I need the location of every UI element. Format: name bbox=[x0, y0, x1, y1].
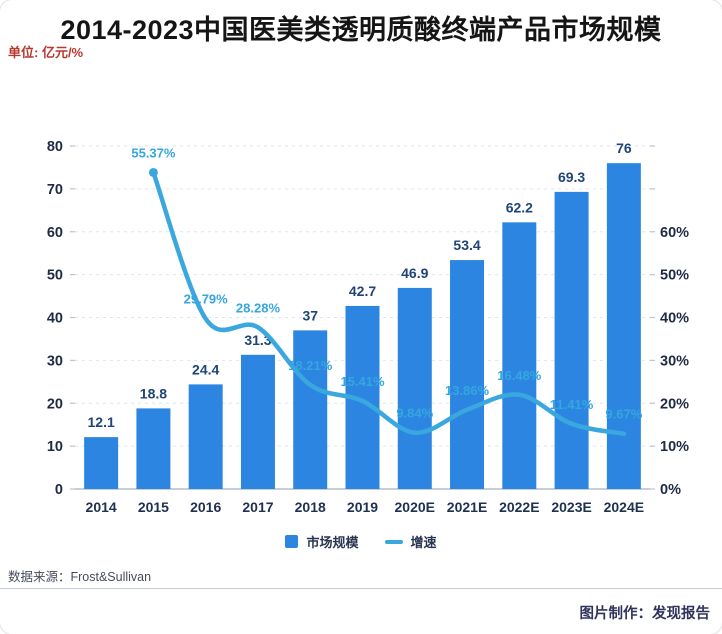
svg-text:24.4: 24.4 bbox=[192, 361, 219, 377]
svg-text:0: 0 bbox=[55, 482, 63, 498]
svg-text:12.1: 12.1 bbox=[88, 414, 115, 430]
svg-text:10%: 10% bbox=[660, 439, 689, 455]
legend-label-market-size: 市场规模 bbox=[306, 535, 359, 550]
svg-text:62.2: 62.2 bbox=[506, 199, 533, 215]
svg-text:2024E: 2024E bbox=[604, 499, 644, 515]
svg-text:2016: 2016 bbox=[190, 499, 221, 515]
chart-legend: 市场规模 增速 bbox=[0, 532, 722, 551]
svg-text:30%: 30% bbox=[660, 353, 689, 369]
svg-text:60%: 60% bbox=[660, 225, 689, 241]
svg-text:37: 37 bbox=[302, 307, 318, 323]
svg-text:2022E: 2022E bbox=[499, 499, 539, 515]
legend-item-growth: 增速 bbox=[384, 532, 437, 551]
svg-text:2018: 2018 bbox=[295, 499, 326, 515]
svg-text:20: 20 bbox=[47, 396, 63, 412]
svg-text:70: 70 bbox=[47, 182, 63, 198]
svg-text:2017: 2017 bbox=[242, 499, 273, 515]
svg-text:69.3: 69.3 bbox=[558, 169, 585, 185]
svg-text:2015: 2015 bbox=[138, 499, 169, 515]
svg-text:16.48%: 16.48% bbox=[497, 368, 542, 383]
svg-text:46.9: 46.9 bbox=[401, 265, 428, 281]
svg-text:53.4: 53.4 bbox=[453, 237, 480, 253]
svg-text:28.28%: 28.28% bbox=[236, 300, 281, 315]
svg-text:42.7: 42.7 bbox=[349, 283, 376, 299]
line-series-dash-icon bbox=[384, 539, 403, 544]
svg-text:60: 60 bbox=[47, 225, 63, 241]
legend-label-growth: 增速 bbox=[410, 535, 437, 550]
bar-series-swatch-icon bbox=[285, 535, 299, 548]
svg-text:2019: 2019 bbox=[347, 499, 378, 515]
svg-text:9.84%: 9.84% bbox=[396, 406, 433, 421]
svg-text:2021E: 2021E bbox=[447, 499, 487, 515]
svg-text:15.41%: 15.41% bbox=[340, 374, 385, 389]
market-size-growth-chart: 0 0% 10 10% 20 20% 30 30% 40 40% 50 50% 60 60% 70 80 12.… bbox=[47, 139, 689, 515]
svg-text:50: 50 bbox=[47, 268, 63, 284]
legend-item-market-size: 市场规模 bbox=[285, 532, 359, 551]
svg-text:80: 80 bbox=[47, 139, 63, 155]
svg-text:10: 10 bbox=[47, 439, 63, 455]
credit-note: 图片制作：发现报告 bbox=[579, 606, 711, 622]
chart-title: 2014-2023中国医美类透明质酸终端产品市场规模 bbox=[60, 15, 662, 45]
svg-text:40%: 40% bbox=[660, 311, 689, 327]
unit-label: 单位: 亿元/% bbox=[8, 45, 84, 60]
svg-text:2023E: 2023E bbox=[551, 499, 591, 515]
svg-text:18.8: 18.8 bbox=[140, 385, 167, 401]
svg-text:0%: 0% bbox=[660, 482, 681, 498]
svg-text:2020E: 2020E bbox=[395, 499, 435, 515]
svg-text:50%: 50% bbox=[660, 268, 689, 284]
svg-text:76: 76 bbox=[616, 140, 632, 156]
svg-text:2014: 2014 bbox=[86, 499, 117, 515]
data-source-note: 数据来源：Frost&Sullivan bbox=[8, 570, 152, 584]
svg-text:29.79%: 29.79% bbox=[184, 292, 229, 307]
svg-text:13.86%: 13.86% bbox=[445, 383, 490, 398]
svg-text:20%: 20% bbox=[660, 396, 689, 412]
svg-text:11.41%: 11.41% bbox=[550, 397, 594, 412]
svg-text:40: 40 bbox=[47, 311, 63, 327]
svg-text:30: 30 bbox=[47, 353, 63, 369]
footer-divider bbox=[0, 588, 722, 589]
svg-text:18.21%: 18.21% bbox=[288, 358, 333, 373]
svg-text:9.67%: 9.67% bbox=[605, 407, 642, 422]
svg-text:55.37%: 55.37% bbox=[131, 145, 176, 160]
